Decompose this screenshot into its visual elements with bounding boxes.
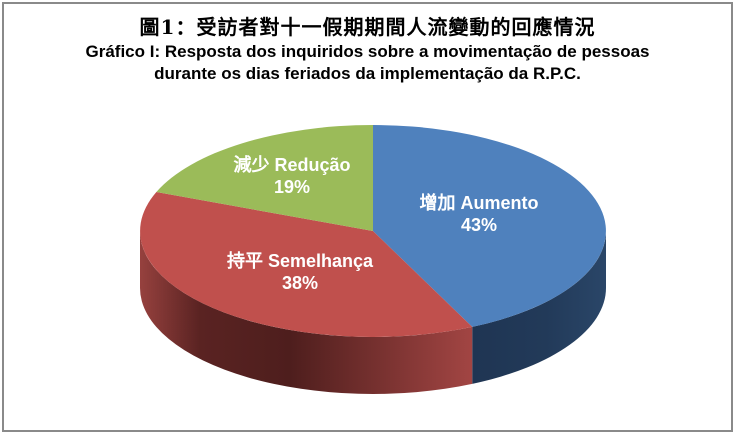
pie-slice-1	[140, 192, 473, 337]
pie-chart-3d	[140, 125, 606, 394]
pie-slice-0	[373, 125, 606, 327]
chart-image-frame: 圖1：受訪者對十一假期期間人流變動的回應情況 Gráfico I: Respos…	[2, 2, 733, 432]
chart-title-block: 圖1：受訪者對十一假期期間人流變動的回應情況 Gráfico I: Respos…	[4, 13, 731, 85]
chart-title-zh: 圖1：受訪者對十一假期期間人流變動的回應情況	[139, 15, 596, 39]
chart-subtitle-line1: Gráfico I: Resposta dos inquiridos sobre…	[85, 42, 650, 61]
pie-slice-2	[156, 125, 373, 231]
pie-side-0	[472, 231, 606, 384]
chart-subtitle-line2: durante os dias feriados da implementaçã…	[154, 64, 581, 83]
pie-side-1	[140, 231, 473, 394]
